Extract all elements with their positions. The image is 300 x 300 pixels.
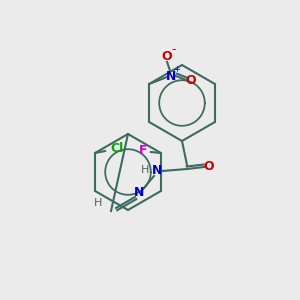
Text: N: N [152,164,162,178]
Text: +: + [174,65,181,74]
Text: N: N [166,70,176,83]
Text: O: O [162,50,172,62]
Text: H: H [141,165,149,175]
Text: -: - [172,44,176,56]
Text: F: F [139,143,147,157]
Text: N: N [134,187,144,200]
Text: Cl: Cl [110,142,124,154]
Text: O: O [204,160,214,173]
Text: O: O [186,74,196,88]
Text: H: H [94,198,102,208]
